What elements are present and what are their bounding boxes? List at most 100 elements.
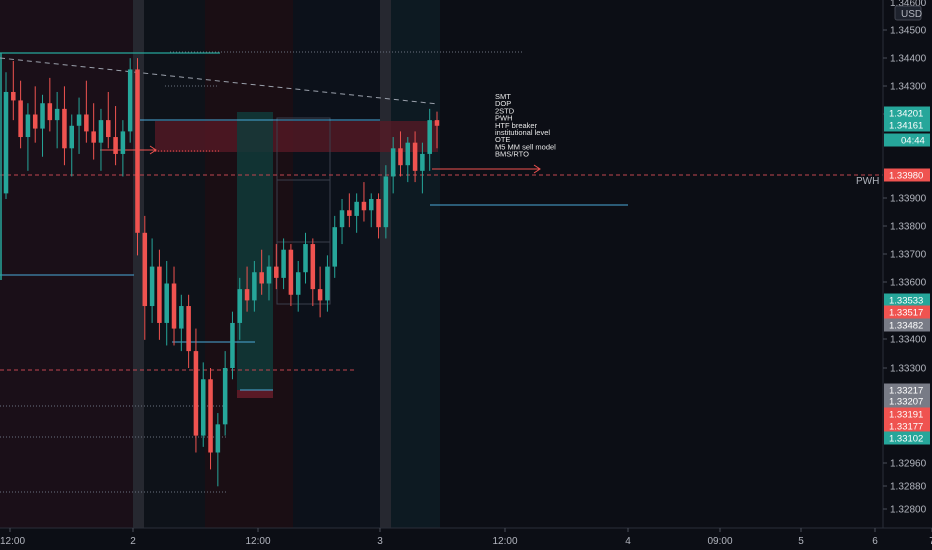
time-tick-label: 12:00 [492,536,517,547]
range-box [276,117,331,305]
candle [412,142,418,171]
price-tick-label: 1.32800 [890,505,927,516]
candle [274,266,279,278]
candle [325,266,330,301]
price-tag-label: 1.33482 [889,321,923,332]
candle [179,306,184,329]
candle [18,100,23,138]
smt-trendline [0,57,439,105]
candle [303,244,308,273]
candle [98,120,104,143]
price-tick-label: 1.34400 [890,54,927,65]
price-tick-label: 1.33300 [890,364,927,375]
candle [171,283,177,329]
candle [339,210,345,228]
candle [186,306,191,352]
candle [113,137,118,154]
candle [127,69,133,132]
session-background-5 [380,0,391,528]
price-tag [884,133,930,147]
price-axis-top-label: 1.34600 [890,0,927,9]
annotation-label: OTE [495,135,510,144]
candle [215,424,221,453]
time-tick-label: 3 [377,536,383,547]
time-tick-label: 7 [929,536,932,547]
price-tag-label: 04:44 [901,136,925,147]
price-tag-label: 1.33102 [889,434,923,445]
arrow-head [533,164,541,174]
price-tag [884,293,930,307]
price-tag-label: 1.33217 [889,386,923,397]
price-tag [884,318,930,332]
candle [332,227,337,267]
price-tick-label: 1.32880 [890,482,927,493]
long-position-box [237,112,273,390]
stop-zone [237,390,273,398]
supply-zone [155,121,438,152]
annotation-label: M5 MM sell model [495,142,556,151]
time-tick-label: 09:00 [707,536,732,547]
candle [347,210,352,216]
candle [376,199,381,228]
candle [149,266,155,307]
price-tag [884,419,930,433]
candle [3,91,9,194]
annotation-label: BMS/RTO [495,150,529,159]
currency-label: USD [901,9,922,20]
price-tag-label: 1.33533 [889,296,923,307]
annotation-label: SMT [495,92,511,101]
candle [281,249,286,278]
candle [317,289,323,301]
price-tag [884,394,930,408]
candle [222,368,228,425]
candle [288,249,294,295]
candle [383,176,389,228]
time-tick-label: 4 [625,536,631,547]
candle [361,201,367,211]
price-tag [884,118,930,132]
candle [54,108,60,121]
price-tick-label: 1.34300 [890,82,927,93]
candle [157,266,162,323]
price-tick-label: 1.33800 [890,222,927,233]
price-tick-label: 1.32960 [890,459,927,470]
candle [259,272,264,284]
candle [354,201,359,216]
candle [142,232,148,307]
session-background-1 [133,0,144,528]
candle [237,289,243,323]
candle [11,91,16,101]
time-tick-label: 2 [130,536,136,547]
candle [135,69,140,233]
candle [405,142,411,166]
price-tag-label: 1.34201 [889,109,923,120]
price-tag-label: 1.33980 [889,171,923,182]
annotation-label: institutional level [495,128,550,137]
candle [427,120,432,154]
currency-box[interactable] [894,5,922,21]
candle [230,322,235,369]
price-tag [884,407,930,421]
price-axis-background [883,0,932,550]
time-tick-label: 12:00 [0,536,25,547]
candle [252,272,257,301]
price-tag [884,383,930,397]
price-tick-label: 1.33600 [890,278,927,289]
price-tag-label: 1.33517 [889,308,923,319]
price-tick-label: 1.33700 [890,250,927,261]
candle [434,120,440,126]
session-background-2 [144,0,205,528]
candle [91,131,96,143]
price-tag [884,305,930,319]
candle [164,283,169,323]
candle [193,351,199,436]
candle [32,114,38,129]
price-tick-label: 1.33400 [890,335,927,346]
time-axis-background [0,528,932,550]
annotation-label: HTF breaker [495,121,538,130]
annotation-label: 2STD [495,106,515,115]
price-tag [884,106,930,120]
candle [84,114,89,132]
candle [40,103,45,129]
